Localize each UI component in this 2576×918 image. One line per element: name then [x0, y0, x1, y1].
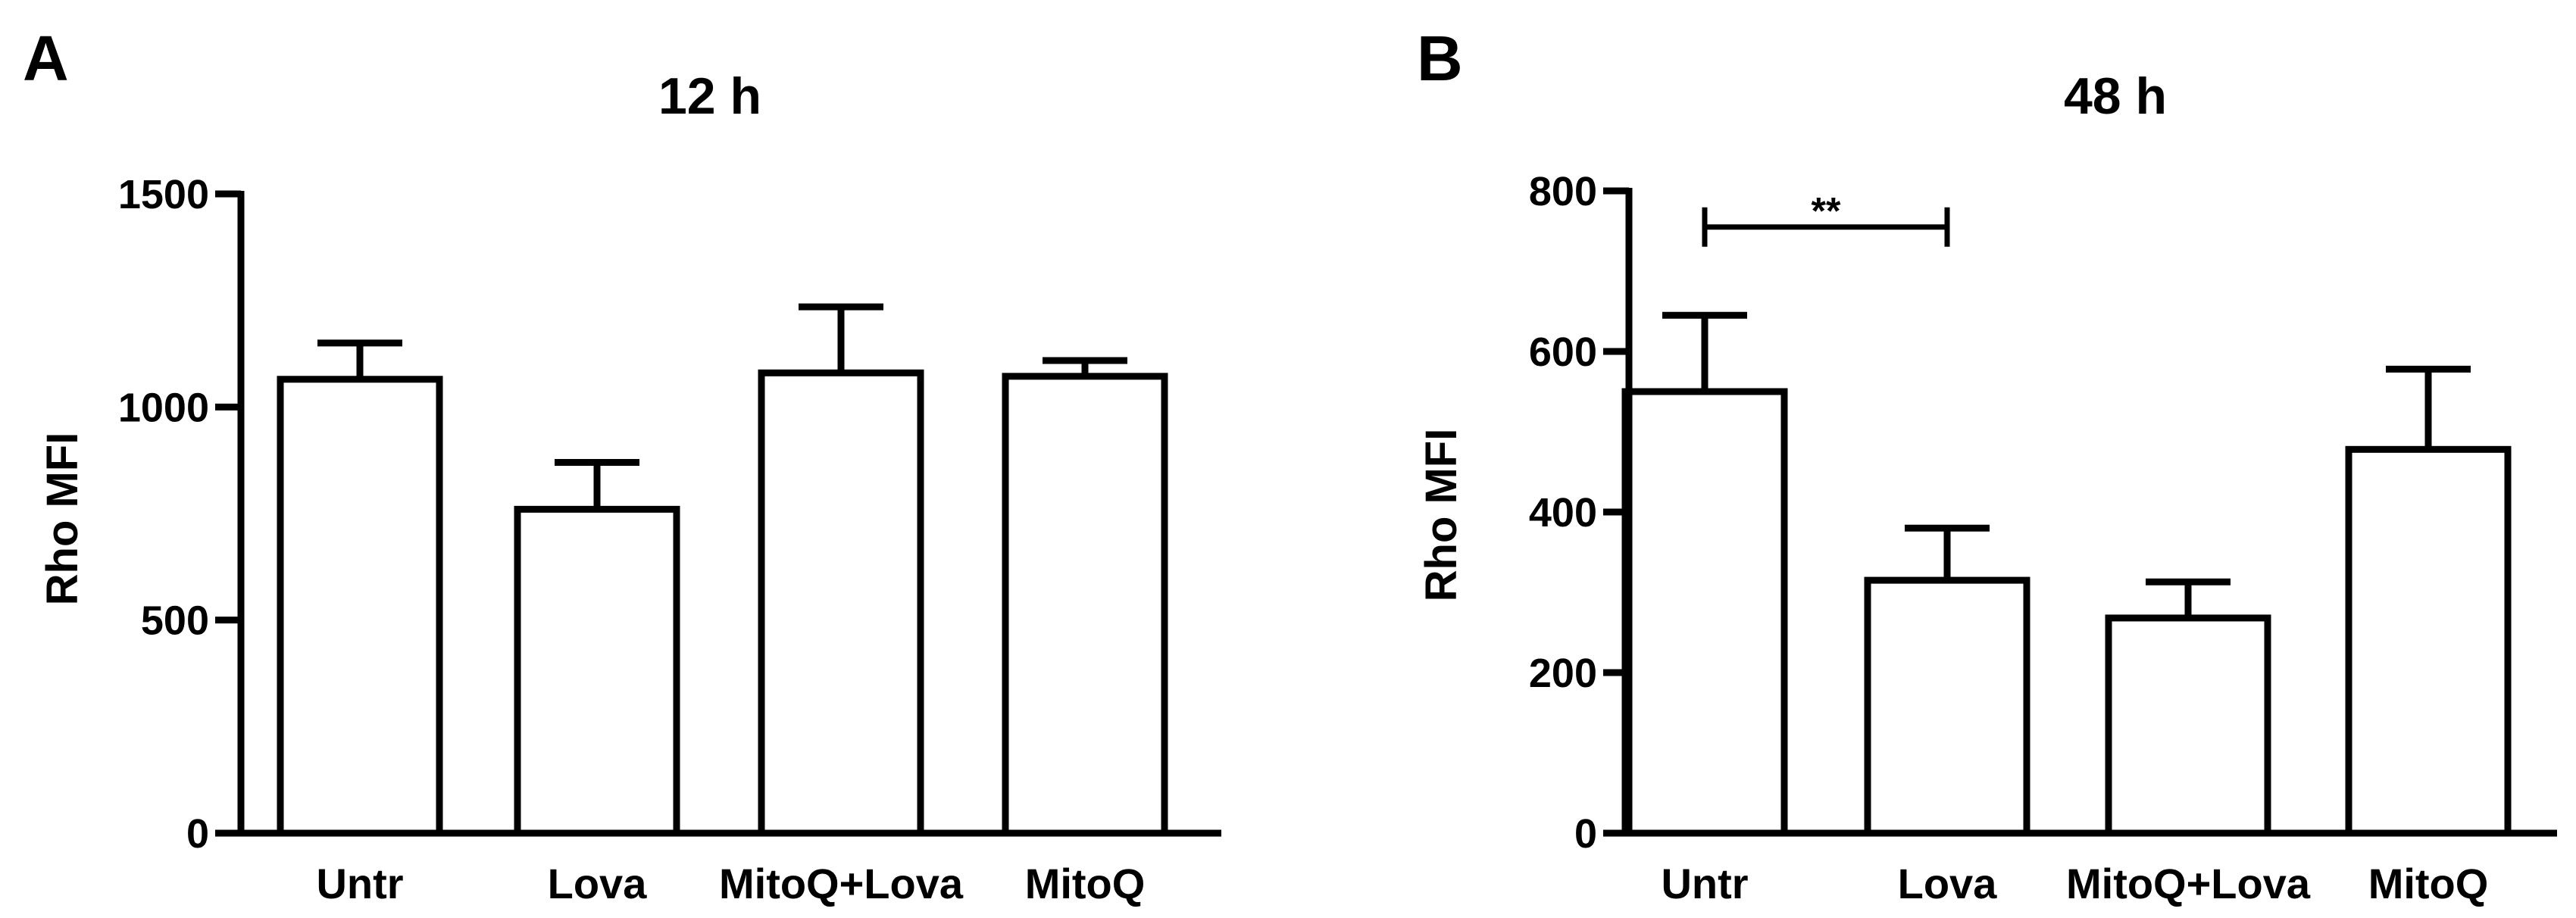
- y-tick-label: 600: [1529, 329, 1597, 375]
- bar: [277, 376, 443, 837]
- chart-title: 12 h: [658, 67, 761, 125]
- panel-letter: A: [23, 23, 69, 94]
- plot-area: Untr Lova MitoQ+Lova MitoQ 0 500 1000 1500: [118, 172, 1221, 907]
- category-label: MitoQ+Lova: [2066, 860, 2311, 907]
- y-tick-label: 800: [1529, 169, 1597, 214]
- bar: [758, 369, 924, 837]
- y-tick-label: 1000: [118, 385, 209, 430]
- bar: [1621, 388, 1788, 837]
- category-label: Lova: [1898, 860, 1998, 907]
- bar: [1002, 373, 1168, 837]
- y-axis-label: Rho MFI: [1417, 429, 1466, 602]
- panel-a: A 12 h Rho MFI Untr Lova MitoQ+Lova MitoQ 0 5…: [23, 23, 1221, 907]
- category-label: Untr: [316, 860, 403, 907]
- category-label: MitoQ+Lova: [719, 860, 964, 907]
- y-tick-label: 1500: [118, 172, 209, 217]
- bar: [2105, 614, 2271, 837]
- y-tick-label: 0: [186, 811, 209, 857]
- y-tick-label: 0: [1574, 811, 1597, 857]
- category-label: Lova: [548, 860, 648, 907]
- plot-area: Untr Lova MitoQ+Lova MitoQ 0 200 400 600 800 **: [1529, 169, 2557, 907]
- category-label: MitoQ: [2368, 860, 2489, 907]
- significance-label: **: [1812, 190, 1841, 233]
- y-tick-label: 500: [141, 598, 209, 644]
- y-axis-label: Rho MFI: [38, 432, 87, 606]
- panel-letter: B: [1417, 23, 1463, 94]
- bar: [2345, 445, 2512, 837]
- category-label: MitoQ: [1025, 860, 1146, 907]
- panel-b: B 48 h Rho MFI Untr Lova MitoQ+Lova MitoQ 0 2…: [1417, 23, 2557, 907]
- bar: [1864, 576, 2030, 837]
- y-tick-label: 400: [1529, 490, 1597, 536]
- chart-title: 48 h: [2064, 67, 2167, 125]
- category-label: Untr: [1661, 860, 1748, 907]
- y-tick-label: 200: [1529, 651, 1597, 696]
- bar: [514, 505, 680, 837]
